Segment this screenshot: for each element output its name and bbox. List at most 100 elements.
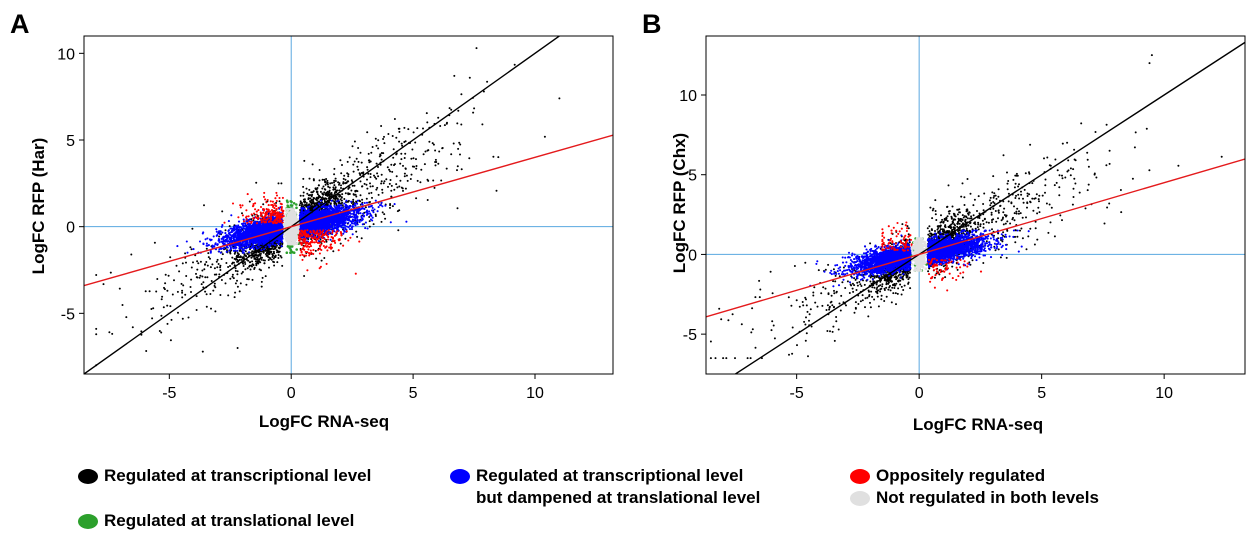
data-point — [322, 185, 325, 188]
data-point — [426, 199, 429, 201]
data-point — [390, 184, 393, 187]
data-point — [259, 254, 262, 257]
data-point — [398, 185, 401, 188]
data-point — [329, 202, 332, 205]
data-point — [374, 213, 377, 216]
data-point — [361, 185, 363, 188]
data-point — [280, 245, 283, 248]
data-point — [231, 256, 234, 259]
data-point — [356, 223, 359, 226]
data-point — [111, 332, 114, 335]
data-point — [403, 175, 406, 178]
data-point — [95, 274, 98, 276]
data-point — [427, 179, 430, 182]
data-point — [236, 270, 239, 273]
data-point — [513, 63, 516, 66]
data-point — [432, 143, 435, 146]
data-point — [205, 247, 208, 250]
data-point — [340, 199, 343, 202]
data-point — [326, 183, 329, 186]
data-point — [422, 127, 424, 130]
data-point — [318, 169, 321, 171]
data-point — [95, 333, 98, 336]
data-point — [233, 296, 236, 299]
data-point — [211, 263, 214, 266]
data-point — [231, 273, 234, 276]
data-point — [437, 162, 440, 165]
data-point — [278, 200, 281, 203]
data-point — [190, 278, 193, 281]
data-point — [326, 203, 329, 206]
data-point — [389, 179, 392, 181]
data-point — [398, 130, 401, 133]
data-point — [353, 184, 356, 187]
data-point — [369, 185, 372, 188]
data-point — [481, 123, 484, 126]
data-point — [260, 256, 262, 259]
data-point — [398, 209, 401, 212]
data-point — [200, 283, 203, 286]
data-point — [384, 217, 387, 220]
data-point — [360, 237, 363, 240]
data-point — [404, 187, 407, 190]
data-point — [353, 193, 356, 196]
data-point — [344, 237, 347, 240]
data-point — [369, 173, 372, 175]
data-point — [118, 287, 121, 290]
data-point — [234, 282, 237, 285]
data-point — [210, 280, 213, 282]
data-point — [270, 258, 273, 261]
data-point — [275, 201, 278, 204]
data-point — [206, 237, 209, 240]
data-point — [199, 274, 202, 277]
data-point — [273, 264, 276, 267]
data-point — [334, 188, 337, 191]
data-point — [334, 186, 337, 189]
data-point — [342, 181, 345, 184]
data-point — [176, 290, 179, 293]
data-point — [334, 198, 337, 201]
data-point — [221, 224, 224, 227]
data-point — [212, 289, 215, 292]
data-point — [383, 180, 386, 183]
data-point — [340, 187, 342, 189]
data-point — [272, 252, 275, 255]
data-point — [166, 322, 169, 325]
data-point — [434, 161, 437, 163]
data-point — [360, 161, 363, 164]
data-point — [351, 215, 354, 218]
data-point — [237, 220, 241, 223]
data-point — [254, 258, 257, 261]
data-point — [233, 257, 236, 260]
data-point — [366, 166, 369, 169]
data-point — [456, 122, 459, 125]
data-point — [352, 200, 355, 203]
data-point — [326, 179, 329, 182]
data-point — [370, 151, 373, 154]
data-point — [400, 186, 403, 189]
data-point — [335, 203, 338, 205]
data-point — [321, 187, 324, 190]
data-point — [244, 254, 247, 257]
data-point — [255, 254, 258, 257]
data-point — [185, 240, 188, 243]
data-point — [160, 331, 163, 334]
data-point — [273, 247, 276, 250]
data-point — [312, 178, 315, 181]
data-point — [219, 294, 222, 296]
data-point — [231, 275, 234, 278]
data-point — [189, 286, 192, 288]
data-point — [241, 212, 243, 215]
data-point — [303, 159, 306, 162]
data-point — [387, 185, 389, 188]
data-point — [310, 198, 313, 201]
data-point — [218, 250, 221, 253]
data-point — [318, 179, 321, 182]
data-point — [244, 263, 247, 265]
data-point — [301, 203, 304, 206]
data-point — [224, 232, 227, 235]
data-point — [371, 216, 374, 219]
data-point — [195, 309, 198, 311]
data-point — [280, 182, 283, 185]
data-point — [333, 179, 336, 182]
